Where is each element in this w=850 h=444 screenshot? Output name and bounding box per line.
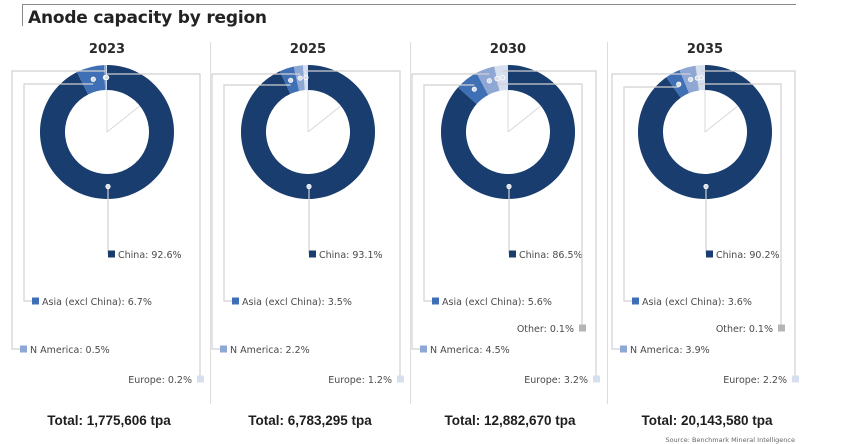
leader-line-asia-excl-china bbox=[623, 86, 679, 302]
data-label-asia-excl-china: Asia (excl China): 6.7% bbox=[42, 297, 152, 308]
year-label: 2035 bbox=[687, 42, 723, 57]
year-label: 2025 bbox=[290, 42, 326, 57]
data-label-europe: Europe: 1.2% bbox=[328, 375, 392, 386]
anchor-dot bbox=[494, 76, 500, 82]
legend-swatch-china bbox=[108, 250, 115, 258]
legend-swatch-n-america bbox=[20, 345, 27, 353]
guide-line bbox=[307, 105, 342, 133]
anchor-dot bbox=[703, 183, 709, 190]
data-label-china: China: 90.2% bbox=[716, 250, 780, 261]
panel-divider bbox=[210, 42, 211, 404]
anchor-dot bbox=[676, 81, 682, 87]
anchor-dot bbox=[90, 76, 96, 82]
donut-panel-2030: 2030 China: 86.5% Asia (excl China): 5.6% N… bbox=[411, 42, 600, 428]
total-label: Total: 1,775,606 tpa bbox=[47, 413, 171, 428]
anchor-dot bbox=[486, 78, 492, 84]
legend-swatch-n-america bbox=[220, 345, 227, 353]
donut-panel-2023: 2023 China: 92.6% Asia (excl China): 6.7% N… bbox=[11, 42, 204, 428]
leader-line-europe bbox=[106, 73, 201, 379]
anchor-dot bbox=[471, 86, 477, 92]
data-label-china: China: 93.1% bbox=[319, 250, 383, 261]
legend-swatch-asia-excl-china bbox=[432, 297, 439, 305]
anchor-dot bbox=[306, 183, 312, 190]
donut-panel-2025: 2025 China: 93.1% Asia (excl China): 3.5% N… bbox=[211, 42, 404, 428]
legend-swatch-other bbox=[778, 324, 785, 332]
data-label-asia-excl-china: Asia (excl China): 3.5% bbox=[242, 297, 352, 308]
donut-slice-china bbox=[440, 65, 576, 199]
leader-line-asia-excl-china bbox=[423, 84, 475, 302]
leader-line-n-america bbox=[211, 73, 301, 350]
leader-line-n-america bbox=[611, 73, 691, 350]
year-label: 2023 bbox=[89, 42, 125, 57]
data-label-china: China: 86.5% bbox=[519, 250, 583, 261]
frame-top-border bbox=[22, 4, 796, 5]
legend-swatch-china bbox=[509, 250, 516, 258]
data-label-other: Other: 0.1% bbox=[716, 324, 773, 335]
donut-panel-2035: 2035 China: 90.2% Asia (excl China): 3.6% N… bbox=[611, 42, 799, 428]
legend-swatch-other bbox=[579, 324, 586, 332]
data-label-china: China: 92.6% bbox=[118, 250, 182, 261]
leader-line-n-america bbox=[411, 73, 490, 350]
data-label-n-america: N America: 2.2% bbox=[230, 345, 310, 356]
legend-swatch-europe bbox=[397, 375, 404, 383]
data-label-europe: Europe: 3.2% bbox=[524, 375, 588, 386]
legend-swatch-asia-excl-china bbox=[232, 297, 239, 305]
anchor-dot bbox=[688, 76, 694, 83]
source-note: Source: Benchmark Mineral Intelligence bbox=[665, 436, 795, 444]
anchor-dot bbox=[303, 74, 309, 81]
guide-line bbox=[507, 105, 542, 133]
anchor-dot bbox=[288, 77, 294, 83]
guide-line bbox=[704, 105, 739, 133]
anchor-dot bbox=[104, 74, 110, 81]
data-label-n-america: N America: 4.5% bbox=[430, 345, 510, 356]
guide-line bbox=[106, 105, 141, 133]
leader-line-asia-excl-china bbox=[223, 84, 291, 302]
data-label-europe: Europe: 2.2% bbox=[723, 375, 787, 386]
donut-slice-china bbox=[637, 65, 772, 199]
legend-swatch-europe bbox=[792, 375, 799, 383]
data-label-europe: Europe: 0.2% bbox=[128, 375, 192, 386]
donut-slice-china bbox=[240, 65, 375, 200]
legend-swatch-china bbox=[309, 250, 316, 258]
data-label-asia-excl-china: Asia (excl China): 5.6% bbox=[442, 297, 552, 308]
leader-line-europe bbox=[701, 70, 796, 379]
legend-swatch-europe bbox=[593, 375, 600, 383]
legend-swatch-china bbox=[706, 250, 713, 258]
anchor-dot bbox=[698, 75, 704, 81]
total-label: Total: 12,882,670 tpa bbox=[444, 413, 576, 428]
anchor-dot bbox=[105, 183, 111, 190]
data-label-other: Other: 0.1% bbox=[517, 324, 574, 335]
leader-line-other bbox=[697, 83, 782, 328]
legend-swatch-europe bbox=[197, 375, 204, 383]
year-label: 2030 bbox=[490, 42, 526, 57]
data-label-n-america: N America: 0.5% bbox=[30, 345, 110, 356]
data-label-n-america: N America: 3.9% bbox=[630, 345, 710, 356]
chart-title: Anode capacity by region bbox=[28, 8, 267, 28]
anchor-dot bbox=[499, 75, 506, 81]
data-label-asia-excl-china: Asia (excl China): 3.6% bbox=[642, 297, 752, 308]
leader-line-europe bbox=[305, 70, 401, 379]
legend-swatch-asia-excl-china bbox=[32, 297, 39, 305]
legend-swatch-n-america bbox=[620, 345, 627, 353]
legend-swatch-n-america bbox=[420, 345, 427, 353]
frame-left-border bbox=[22, 4, 23, 26]
legend-swatch-asia-excl-china bbox=[632, 297, 639, 305]
leader-line-europe bbox=[502, 70, 597, 379]
panel-divider bbox=[607, 42, 608, 404]
leader-line-asia-excl-china bbox=[23, 83, 94, 302]
donut-slice-china bbox=[39, 65, 174, 200]
total-label: Total: 6,783,295 tpa bbox=[248, 413, 372, 428]
anchor-dot bbox=[297, 75, 303, 81]
leader-line-n-america bbox=[11, 70, 106, 350]
panel-divider bbox=[410, 42, 411, 404]
total-label: Total: 20,143,580 tpa bbox=[641, 413, 773, 428]
anchor-dot bbox=[506, 183, 512, 190]
leader-line-other bbox=[496, 83, 583, 328]
